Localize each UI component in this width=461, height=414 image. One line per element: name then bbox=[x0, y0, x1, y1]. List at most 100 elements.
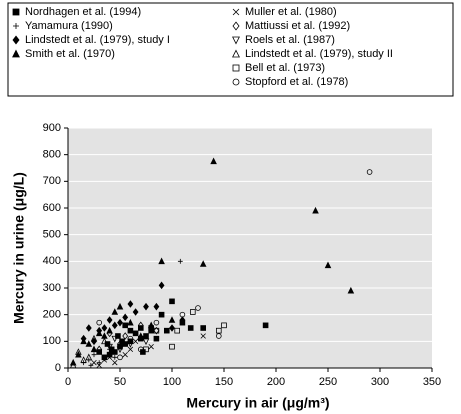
y-tick-label: 600 bbox=[43, 202, 61, 214]
y-tick-label: 800 bbox=[43, 149, 61, 161]
marker bbox=[142, 338, 150, 346]
marker bbox=[138, 346, 144, 353]
legend-label: Muller et al. (1980) bbox=[245, 6, 337, 18]
marker bbox=[85, 340, 93, 347]
marker bbox=[116, 302, 124, 310]
marker bbox=[169, 298, 175, 305]
marker bbox=[96, 360, 102, 366]
marker bbox=[88, 362, 94, 368]
marker bbox=[216, 333, 222, 339]
marker bbox=[153, 326, 160, 335]
marker bbox=[232, 78, 240, 86]
marker bbox=[80, 356, 87, 363]
marker bbox=[158, 281, 165, 290]
marker bbox=[117, 318, 123, 327]
marker bbox=[127, 341, 134, 348]
legend-label: Bell et al. (1973) bbox=[245, 62, 325, 74]
marker bbox=[169, 324, 175, 332]
marker bbox=[90, 345, 98, 353]
marker bbox=[91, 352, 97, 358]
marker bbox=[96, 319, 102, 326]
legend-label: Roels et al. (1987) bbox=[245, 34, 335, 46]
marker bbox=[187, 325, 194, 331]
y-tick-label: 0 bbox=[55, 362, 61, 374]
marker bbox=[169, 343, 175, 350]
marker bbox=[122, 313, 129, 322]
marker bbox=[127, 335, 134, 342]
marker bbox=[200, 325, 207, 331]
marker bbox=[111, 308, 119, 315]
marker bbox=[75, 348, 82, 355]
marker bbox=[91, 359, 97, 366]
legend-label: Smith et al. (1970) bbox=[25, 48, 115, 60]
marker bbox=[80, 337, 87, 345]
marker bbox=[112, 354, 118, 360]
marker bbox=[177, 258, 183, 264]
x-tick-label: 250 bbox=[319, 376, 337, 388]
marker bbox=[101, 337, 108, 345]
marker bbox=[179, 311, 186, 318]
marker bbox=[111, 335, 119, 343]
marker bbox=[12, 49, 20, 58]
marker bbox=[153, 319, 160, 326]
legend-label: Stopford et al. (1978) bbox=[245, 76, 348, 88]
marker bbox=[232, 49, 240, 58]
marker bbox=[13, 23, 19, 29]
legend-box bbox=[7, 2, 454, 97]
marker bbox=[153, 327, 160, 334]
marker bbox=[158, 311, 165, 318]
y-tick-label: 500 bbox=[43, 229, 61, 241]
marker bbox=[324, 261, 332, 269]
marker bbox=[106, 316, 113, 324]
marker bbox=[85, 324, 92, 332]
legend-label: Yamamura (1990) bbox=[25, 20, 113, 32]
marker bbox=[85, 353, 93, 361]
marker bbox=[199, 260, 207, 267]
marker bbox=[122, 351, 128, 358]
y-tick-label: 700 bbox=[43, 175, 61, 187]
marker bbox=[137, 321, 144, 330]
marker bbox=[312, 206, 319, 214]
marker bbox=[168, 316, 176, 323]
marker bbox=[122, 332, 129, 340]
marker bbox=[127, 318, 134, 326]
marker bbox=[215, 327, 222, 334]
y-tick-label: 400 bbox=[43, 255, 61, 267]
marker bbox=[90, 334, 98, 342]
y-tick-label: 900 bbox=[43, 122, 61, 134]
marker bbox=[153, 335, 160, 342]
marker bbox=[200, 333, 206, 339]
marker bbox=[12, 35, 20, 45]
x-tick-label: 50 bbox=[114, 376, 126, 388]
marker bbox=[106, 351, 113, 358]
marker bbox=[101, 324, 108, 332]
marker bbox=[143, 333, 149, 339]
marker bbox=[106, 343, 113, 351]
marker bbox=[132, 338, 139, 345]
marker bbox=[111, 321, 118, 330]
marker bbox=[163, 327, 170, 334]
legend-label: Lindstedt et al. (1979), study II bbox=[245, 48, 393, 60]
marker bbox=[106, 354, 113, 361]
x-tick-label: 200 bbox=[267, 376, 285, 388]
x-tick-label: 300 bbox=[371, 376, 389, 388]
marker bbox=[153, 302, 160, 311]
marker bbox=[106, 329, 113, 338]
marker bbox=[127, 346, 134, 353]
marker bbox=[195, 305, 201, 311]
x-tick-label: 350 bbox=[423, 376, 441, 388]
marker bbox=[127, 300, 134, 308]
x-tick-label: 100 bbox=[163, 376, 181, 388]
marker bbox=[69, 361, 77, 369]
marker bbox=[210, 157, 217, 165]
marker bbox=[143, 346, 149, 353]
marker bbox=[143, 302, 149, 311]
marker bbox=[12, 8, 20, 16]
marker bbox=[96, 345, 103, 354]
legend-label: Lindstedt et al. (1979), study I bbox=[25, 34, 170, 46]
y-tick-label: 200 bbox=[43, 309, 61, 321]
marker bbox=[101, 357, 108, 363]
y-tick-label: 300 bbox=[43, 282, 61, 294]
marker bbox=[95, 329, 103, 337]
marker bbox=[112, 359, 118, 366]
